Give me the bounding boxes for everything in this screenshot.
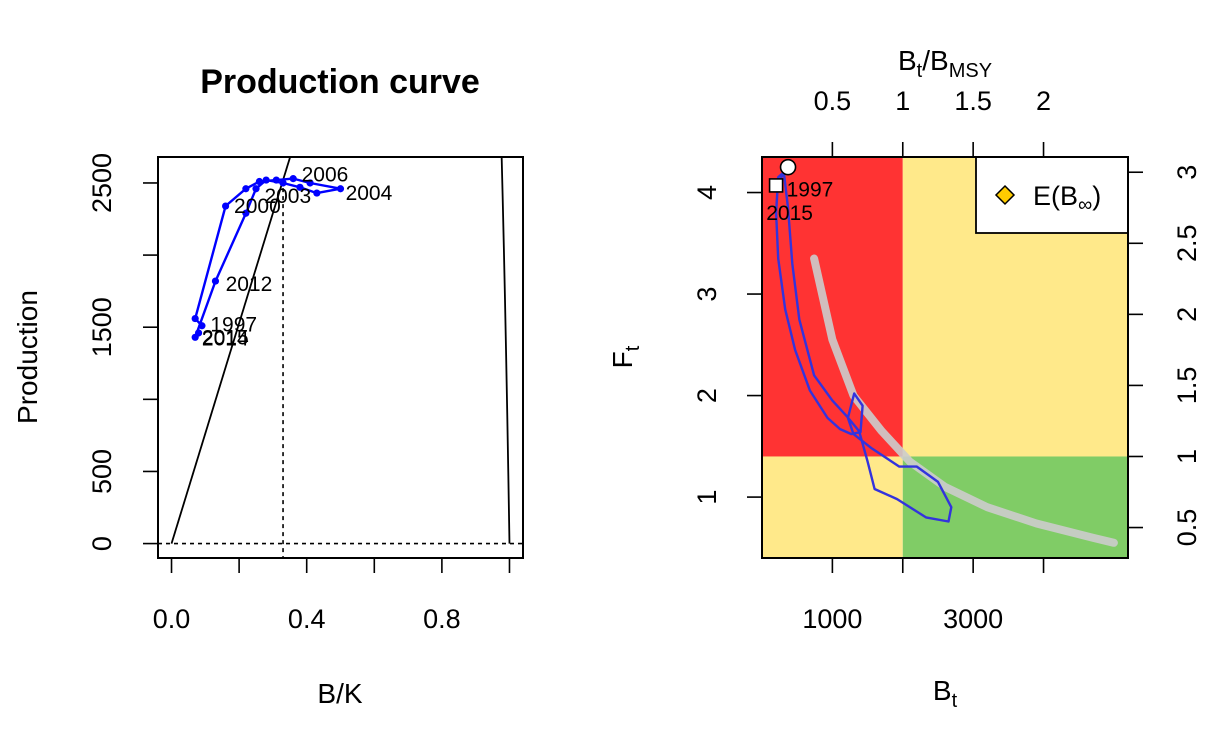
trajectory-point [242,185,250,193]
y-tick-label: 1 [692,490,722,505]
legend-label: E(B∞) [1033,181,1101,216]
top-tick-label: 1 [895,86,910,116]
x-tick-label: 1000 [802,604,862,634]
top-axis: 0.5 1 1.5 2 [814,86,1051,158]
year-label: 2015 [766,202,813,225]
year-annotation: 2004 [346,182,393,205]
trajectory-point [221,202,230,210]
left-plot-frame [157,156,524,559]
year-annotation: 2003 [264,185,311,208]
first-year-marker [779,158,797,176]
x-tick-label: 0.8 [423,604,461,634]
bottom-x-axis-label: Bt [933,675,958,712]
trajectory-point [191,314,199,323]
y-tick-label: 2500 [87,153,117,213]
left-y-axis-label: Ft [607,345,644,368]
year-annotation: 2000 [234,195,281,218]
y-tick-label: 4 [692,185,722,200]
trajectory-line [193,177,342,339]
y-tick-label: 2 [692,388,722,403]
y-axis: 0 500 1500 2500 [87,153,159,551]
x-axis-label: B/K [317,678,362,709]
production-curve-line [170,157,511,544]
right-tick-label: 1 [1172,449,1202,464]
top-axis-label: Bt/BMSY [898,45,992,82]
x-tick-label: 0.4 [288,604,326,634]
x-tick-label: 3000 [943,604,1003,634]
year-annotation: 2015 [202,326,249,349]
right-axis: 0.5 1 1.5 2 2.5 3 [1127,165,1202,547]
x-axis: 0.0 0.4 0.8 [153,557,511,634]
trajectory-point [336,185,345,193]
y-axis-label: Production [12,290,43,424]
trajectory-point [306,179,314,187]
right-tick-label: 1.5 [1172,367,1202,405]
year-label: 1997 [787,178,834,201]
right-tick-label: 2 [1172,307,1202,322]
trajectory-point [272,176,280,184]
safe-zone [902,456,1128,558]
legend-diamond-marker [994,184,1016,206]
trajectory-point [313,189,321,197]
right-tick-label: 2.5 [1172,225,1202,263]
year-annotation: 2012 [226,273,273,296]
biomass-production-trajectory [191,175,345,341]
year-annotation: 2006 [302,163,349,186]
top-tick-label: 1.5 [954,86,992,116]
year-annotation: 1997 [210,313,257,336]
right-tick-label: 0.5 [1172,509,1202,547]
top-tick-label: 0.5 [814,86,852,116]
top-tick-label: 2 [1036,86,1051,116]
bottom-x-axis: 1000 3000 [802,557,1045,634]
trajectory-point [289,175,297,183]
trajectory-point [242,209,250,217]
trajectory-point [296,183,304,191]
y-tick-label: 0 [87,536,117,551]
x-tick-label: 0.0 [153,604,191,634]
right-tick-label: 3 [1172,165,1202,180]
trajectory-point [255,177,263,186]
trajectory-point [262,176,270,184]
legend: E(B∞) [975,156,1129,234]
trajectory-point [279,179,287,187]
trajectory-point [198,322,206,330]
left-y-axis: 1 2 3 4 [692,185,763,505]
overfished-zone [762,456,903,558]
year-annotation: 2014 [202,328,249,351]
y-tick-label: 500 [87,449,117,494]
trajectory-point [252,185,260,193]
trajectory-point [194,329,203,337]
year-markers [768,158,797,193]
y-tick-label: 1500 [87,297,117,357]
chart-title: Production curve [200,63,480,101]
trajectory-point [211,277,220,285]
y-tick-label: 3 [692,287,722,302]
last-year-marker [768,178,784,193]
confidence-contour [774,171,953,523]
